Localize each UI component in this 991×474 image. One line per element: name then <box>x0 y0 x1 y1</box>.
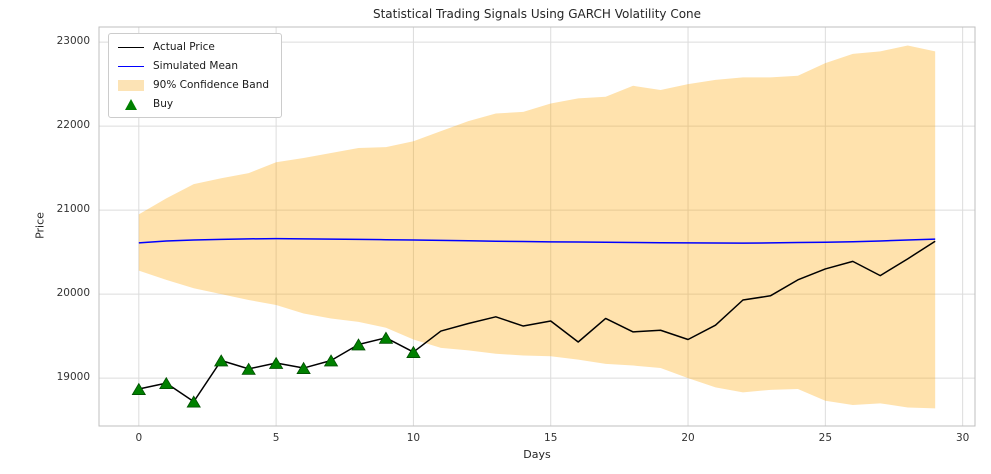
buy-marker <box>213 354 229 367</box>
legend: Actual Price Simulated Mean 90% Confidence… <box>108 33 283 118</box>
x-tick-label: 25 <box>818 432 833 444</box>
legend-item: Actual Price <box>118 40 269 54</box>
x-tick-label: 15 <box>544 432 558 444</box>
simulated-mean-line <box>138 237 936 244</box>
buy-marker <box>131 382 147 395</box>
buy-marker <box>268 356 284 369</box>
x-tick-label: 5 <box>272 432 280 444</box>
buy-marker <box>323 354 339 367</box>
y-tick-label: 19000 <box>56 371 90 384</box>
legend-item: Simulated Mean <box>118 59 269 73</box>
y-tick-label: 22000 <box>56 119 90 132</box>
legend-label: Simulated Mean <box>153 60 239 72</box>
y-tick-label: 21000 <box>56 203 90 216</box>
y-axis-label: Price <box>33 212 47 239</box>
x-tick-label: 0 <box>135 432 143 444</box>
buy-marker <box>186 395 201 408</box>
confidence-band <box>138 45 936 409</box>
legend-item: Buy <box>118 97 269 111</box>
legend-label: 90% Confidence Band <box>153 79 270 91</box>
legend-item: 90% Confidence Band <box>118 78 269 92</box>
plot-border <box>98 26 976 427</box>
buy-marker <box>406 345 421 358</box>
legend-line-swatch <box>118 46 144 48</box>
x-tick-label: 30 <box>955 432 970 444</box>
chart-title: Statistical Trading Signals Using GARCH … <box>372 7 702 21</box>
legend-label: Actual Price <box>153 41 215 53</box>
buy-marker <box>378 331 394 344</box>
legend-label: Buy <box>153 98 174 110</box>
y-tick-label: 23000 <box>56 35 90 48</box>
x-axis-label: Days <box>523 448 551 461</box>
legend-buy-triangle-icon <box>125 98 137 110</box>
legend-band-swatch <box>118 79 144 91</box>
buy-marker <box>159 376 174 390</box>
y-tick-label: 20000 <box>56 287 90 300</box>
legend-line-swatch <box>118 65 144 67</box>
buy-marker <box>351 338 366 351</box>
actual-price-line <box>138 240 936 403</box>
buy-marker <box>296 361 311 374</box>
buy-marker <box>241 362 256 375</box>
x-tick-label: 20 <box>681 432 695 444</box>
x-tick-label: 10 <box>406 432 421 444</box>
